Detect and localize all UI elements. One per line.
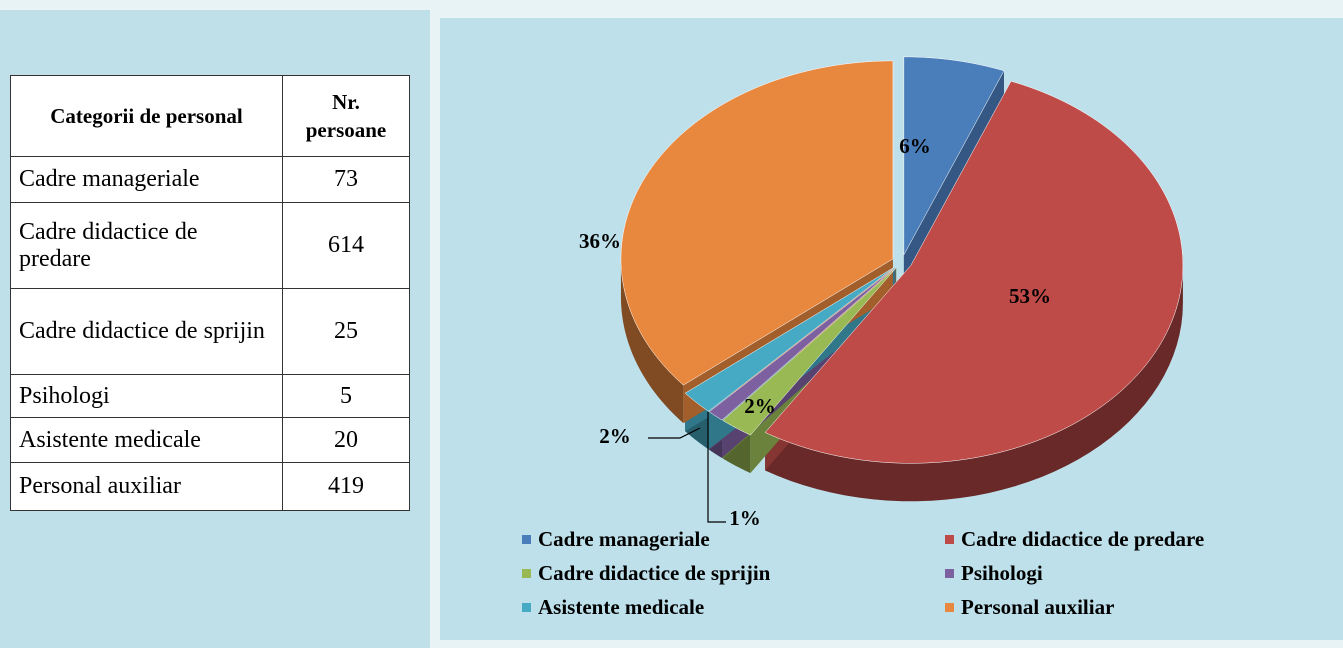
slice bbox=[684, 266, 895, 412]
data-label: 2% bbox=[744, 394, 776, 418]
count-cell: 419 bbox=[282, 462, 410, 511]
slice bbox=[903, 56, 1005, 255]
legend-swatch bbox=[945, 535, 954, 544]
table-row: Personal auxiliar 419 bbox=[10, 462, 410, 511]
legend-label: Cadre didactice de sprijin bbox=[538, 561, 771, 585]
leader-line bbox=[707, 412, 726, 523]
legend-label: Cadre manageriale bbox=[538, 527, 710, 551]
legend-swatch bbox=[945, 569, 954, 578]
table-row: Cadre didactice de predare 614 bbox=[10, 202, 410, 289]
category-cell: Cadre didactice de sprijin bbox=[10, 288, 283, 375]
table-row: Asistente medicale 20 bbox=[10, 417, 410, 463]
data-label: 53% bbox=[1009, 284, 1051, 308]
slice-side bbox=[765, 265, 1183, 502]
slice bbox=[708, 267, 896, 421]
legend-label: Personal auxiliar bbox=[961, 595, 1114, 619]
data-label: 6% bbox=[899, 134, 931, 158]
legend-label: Asistente medicale bbox=[538, 595, 704, 619]
table-row: Psihologi 5 bbox=[10, 374, 410, 418]
category-cell: Personal auxiliar bbox=[10, 462, 283, 511]
slice bbox=[764, 80, 1184, 464]
count-cell: 73 bbox=[282, 156, 410, 203]
slice-side bbox=[620, 258, 684, 424]
slice bbox=[620, 60, 894, 386]
legend-swatch bbox=[522, 603, 531, 612]
slice bbox=[722, 267, 897, 436]
legend-swatch bbox=[945, 603, 954, 612]
table-row: Cadre didactice de sprijin 25 bbox=[10, 288, 410, 375]
count-cell: 5 bbox=[282, 374, 410, 418]
leader-line bbox=[648, 427, 701, 439]
header-cell: Categorii de personal bbox=[10, 75, 283, 157]
header-cell: Nr. persoane bbox=[282, 75, 410, 157]
legend-label: Cadre didactice de predare bbox=[961, 527, 1204, 551]
data-label: 2% bbox=[599, 424, 631, 448]
legend-swatch bbox=[522, 569, 531, 578]
left-panel: Categorii de personal Nr. persoane Cadre… bbox=[0, 10, 430, 648]
data-label: 36% bbox=[579, 229, 621, 253]
category-cell: Asistente medicale bbox=[10, 417, 283, 463]
category-cell: Psihologi bbox=[10, 374, 283, 418]
staff-table: Categorii de personal Nr. persoane Cadre… bbox=[10, 75, 410, 511]
legend-swatch bbox=[522, 535, 531, 544]
data-label: 1% bbox=[729, 506, 761, 530]
legend-label: Psihologi bbox=[961, 561, 1043, 585]
